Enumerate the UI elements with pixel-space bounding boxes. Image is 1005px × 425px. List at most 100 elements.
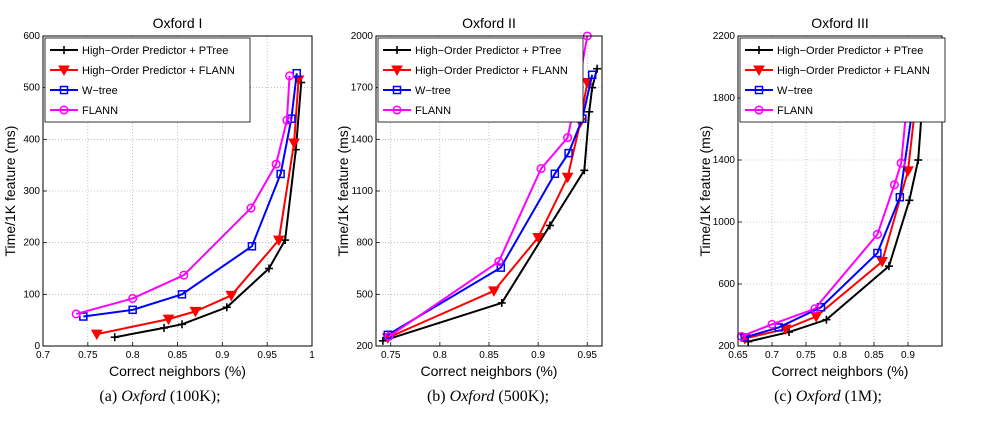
y-tick-label-6: 600 <box>23 31 40 42</box>
x-tick-label-2: 0.8 <box>126 350 140 361</box>
legend: High−Order Predictor + PTree High−Order P… <box>739 37 946 123</box>
caption-b: (b) Oxford (500K); <box>427 388 549 406</box>
caption-a-name: Oxford <box>121 388 166 405</box>
legend-marker-2 <box>58 65 70 77</box>
series-1-point-1 <box>497 298 506 307</box>
legend-marker-2 <box>391 65 403 77</box>
series-3-line <box>744 54 922 339</box>
legend-label-1: High−Order Predictor + PTree <box>82 45 228 57</box>
x-axis-label: Correct neighbors (%) <box>421 363 558 379</box>
series-1-point-3 <box>884 262 893 271</box>
legend-box <box>44 37 251 123</box>
series-3-point-2 <box>816 303 826 312</box>
series-1-point-1 <box>160 323 169 332</box>
legend-box <box>377 37 584 123</box>
y-tick-label-0: 200 <box>356 341 373 352</box>
legend-marker-1 <box>60 46 68 54</box>
x-tick-label-0: 0.75 <box>381 350 401 361</box>
y-tick-label-6: 2000 <box>351 31 374 42</box>
series-4-point-4 <box>889 180 899 190</box>
legend-entry-2: High−Order Predictor + FLANN <box>383 65 568 77</box>
caption-a: (a) Oxford (100K); <box>99 388 220 406</box>
legend-box <box>739 37 946 123</box>
series-4-line <box>75 75 291 315</box>
caption-c-label: (c) <box>774 388 792 405</box>
series-4-point-1 <box>767 319 777 329</box>
x-tick-label-2: 0.85 <box>479 350 499 361</box>
series-3-point-1 <box>496 263 506 272</box>
series-3-point-4 <box>276 169 285 179</box>
series-1-point-2 <box>822 315 831 324</box>
plot-frame <box>737 35 943 347</box>
series-1 <box>378 64 602 345</box>
series-1-point-2 <box>545 221 554 230</box>
series-4-point-3 <box>246 203 256 213</box>
y-tick-label-3: 1400 <box>713 155 736 166</box>
chart-title: Oxford I <box>153 15 203 31</box>
y-tick-label-2: 200 <box>23 238 40 249</box>
chart-title: Oxford III <box>811 15 869 31</box>
legend-entry-2: High−Order Predictor + FLANN <box>50 65 235 77</box>
series-4 <box>736 53 916 341</box>
plot-frame <box>375 35 603 347</box>
legend-marker-1 <box>755 46 763 54</box>
x-tick-label-3: 0.9 <box>531 350 545 361</box>
chart-1: 0.7 0.75 0.8 0.85 0.9 0.95 1 0 100 200 300 400 500 60… <box>2 15 315 379</box>
series-4-point-2 <box>536 164 546 174</box>
caption-c-size: (1M); <box>844 388 882 405</box>
legend-label-3: W−tree <box>82 85 118 97</box>
series-4-point-2 <box>179 270 189 280</box>
series-3 <box>740 50 925 342</box>
legend-marker-1 <box>393 46 401 54</box>
legend-entry-3: W−tree <box>745 85 813 97</box>
caption-b-size: (500K); <box>498 388 550 405</box>
legend-label-2: High−Order Predictor + FLANN <box>777 65 930 77</box>
legend-label-4: FLANN <box>82 105 118 117</box>
y-tick-label-0: 200 <box>718 341 735 352</box>
series-2-point-2 <box>532 233 544 244</box>
series-4-point-2 <box>810 304 820 314</box>
y-tick-label-1: 600 <box>718 279 735 290</box>
series-2-point-0 <box>90 329 103 341</box>
legend-entry-4: FLANN <box>50 105 118 117</box>
y-tick-label-1: 500 <box>356 289 373 300</box>
series-4-point-5 <box>282 115 292 125</box>
x-tick-label-6: 1 <box>309 350 315 361</box>
series-4-point-6 <box>285 71 295 81</box>
y-tick-label-1: 100 <box>23 289 40 300</box>
y-axis-label: Time/1K feature (ms) <box>335 126 351 257</box>
x-tick-label-0: 0.7 <box>36 350 50 361</box>
caption-c: (c) Oxford (1M); <box>774 388 882 406</box>
series-2-point-4 <box>272 235 285 247</box>
y-tick-label-4: 1400 <box>351 134 374 145</box>
y-tick-label-0: 0 <box>34 341 40 352</box>
legend-marker-4 <box>392 105 402 115</box>
series-1-point-5 <box>914 156 923 164</box>
series-3-point-1 <box>128 305 137 315</box>
x-axis-label: Correct neighbors (%) <box>772 363 909 379</box>
legend-entry-3: W−tree <box>383 85 451 97</box>
series-4-point-3 <box>872 229 882 239</box>
series-3-point-2 <box>550 169 560 179</box>
series-4 <box>71 71 295 319</box>
series-1-point-4 <box>905 196 914 205</box>
series-4-point-0 <box>384 331 394 342</box>
legend-label-2: High−Order Predictor + FLANN <box>415 65 568 77</box>
legend-entry-1: High−Order Predictor + PTree <box>383 45 561 57</box>
x-tick-label-1: 0.8 <box>433 350 447 361</box>
legend-marker-4 <box>754 105 764 115</box>
legend: High−Order Predictor + PTree High−Order P… <box>44 37 251 123</box>
series-3-line <box>83 73 298 318</box>
x-tick-label-3: 0.8 <box>833 350 847 361</box>
x-tick-label-3: 0.85 <box>168 350 188 361</box>
series-1-point-0 <box>378 336 387 345</box>
x-tick-label-2: 0.75 <box>796 350 816 361</box>
series-4-point-4 <box>271 159 281 169</box>
series-2-point-2 <box>189 306 202 318</box>
caption-b-name: Oxford <box>449 388 495 405</box>
x-tick-label-1: 0.75 <box>78 350 98 361</box>
x-tick-label-0: 0.65 <box>728 350 748 361</box>
legend: High−Order Predictor + PTree High−Order P… <box>377 37 584 123</box>
series-1-point-3 <box>580 166 589 175</box>
series-1-point-2 <box>177 320 186 329</box>
